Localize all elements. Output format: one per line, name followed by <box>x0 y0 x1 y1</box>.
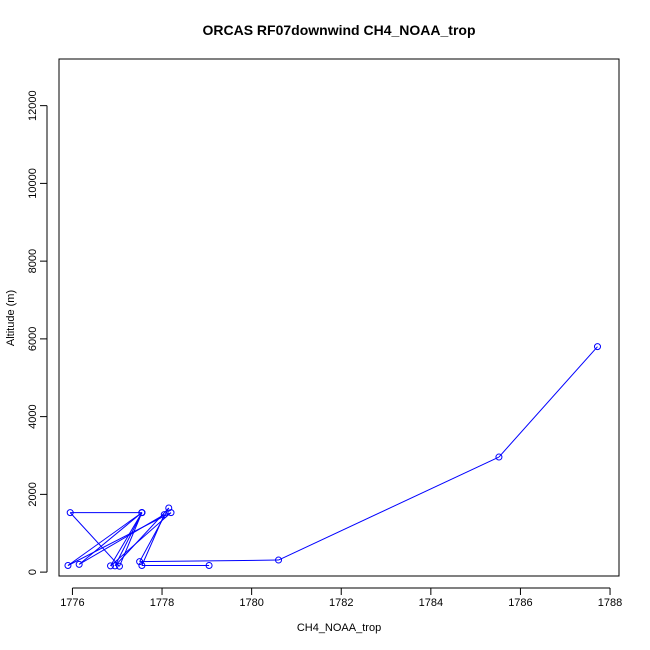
data-point <box>593 343 601 351</box>
x-tick-label: 1788 <box>598 597 622 609</box>
data-point <box>136 558 144 566</box>
x-tick-label: 1776 <box>60 597 84 609</box>
series-segment <box>139 559 279 563</box>
data-point <box>115 562 123 570</box>
series-segment <box>110 512 143 567</box>
data-point <box>138 509 146 517</box>
data-point <box>107 562 115 570</box>
series-segment <box>114 512 143 567</box>
data-point <box>205 562 213 570</box>
series-segment <box>141 514 165 566</box>
x-tick-label: 1780 <box>239 597 263 609</box>
x-tick-label: 1778 <box>150 597 174 609</box>
data-point <box>111 562 119 570</box>
data-point <box>275 556 283 564</box>
series-segment <box>278 456 500 561</box>
data-point <box>75 560 83 568</box>
series-segment <box>78 514 165 565</box>
series-segment <box>67 512 143 566</box>
data-point <box>160 511 168 519</box>
y-tick-label: 8000 <box>27 249 39 273</box>
y-axis-label: Altitude (m) <box>5 290 17 346</box>
x-tick-label: 1786 <box>508 597 532 609</box>
chart-title: ORCAS RF07downwind CH4_NOAA_trop <box>202 22 475 38</box>
series-group <box>64 343 601 570</box>
data-point <box>167 509 175 517</box>
series-segment <box>78 512 143 565</box>
y-tick-label: 10000 <box>27 168 39 199</box>
data-point <box>138 562 146 570</box>
series-segment <box>67 512 172 566</box>
y-tick-label: 4000 <box>27 404 39 428</box>
x-axis-label: CH4_NOAA_trop <box>297 622 381 634</box>
data-point <box>66 509 74 517</box>
plot-frame <box>58 58 620 577</box>
x-tick-label: 1782 <box>329 597 353 609</box>
y-tick-label: 2000 <box>27 482 39 506</box>
data-point <box>64 562 72 570</box>
series-segment <box>119 512 143 567</box>
series-segment <box>498 346 598 458</box>
y-tick-label: 0 <box>27 569 39 575</box>
data-point <box>495 453 503 461</box>
y-tick-label: 6000 <box>27 327 39 351</box>
series-segment <box>69 512 120 567</box>
x-tick-label: 1784 <box>419 597 443 609</box>
x-axis: 1776 1778 1780 1782 1784 1786 1788 <box>60 587 622 609</box>
series-segment <box>139 507 170 562</box>
y-tick-label: 12000 <box>27 90 39 121</box>
y-axis: 0 2000 4000 6000 8000 10000 12000 <box>27 90 48 575</box>
